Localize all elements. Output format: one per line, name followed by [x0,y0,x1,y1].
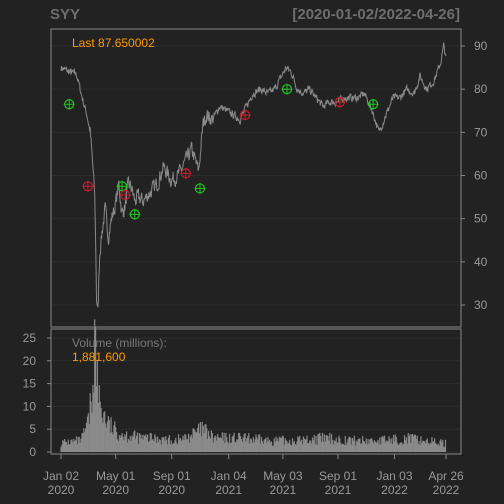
price-tick-label: 30 [474,298,488,312]
x-tick-year-label: 2021 [215,483,242,497]
volume-grid [52,337,460,453]
price-tick-label: 70 [474,125,488,139]
symbol-title: SYY [50,6,80,23]
price-tick-label: 90 [474,39,488,53]
x-tick-label: May 03 [263,469,303,483]
date-range-title: [2020-01-02/2022-04-26] [292,6,460,23]
x-tick-label: Apr 26 [428,469,464,483]
volume-tick-label: 10 [23,399,37,413]
volume-tick-label: 15 [23,377,37,391]
signal-markers [63,83,379,220]
price-line [60,42,447,308]
sell-signal-marker [119,189,131,201]
buy-signal-marker [129,208,141,220]
volume-tick-label: 25 [23,331,37,345]
x-tick-year-label: 2021 [325,483,352,497]
x-tick-label: Sep 01 [153,469,191,483]
volume-tick-label: 5 [29,422,36,436]
buy-signal-marker [63,98,75,110]
volume-y-axis: 0 5 10 15 20 25 [23,331,51,459]
volume-tick-label: 20 [23,354,37,368]
price-panel-frame [50,28,462,328]
x-tick-year-label: 2020 [158,483,185,497]
x-tick-year-label: 2021 [270,483,297,497]
sell-signal-marker [180,167,192,179]
x-tick-label: Jan 02 [43,469,79,483]
price-tick-label: 80 [474,82,488,96]
volume-label: Volume (millions): [72,336,167,350]
buy-signal-marker [194,182,206,194]
volume-tick-label: 0 [29,445,36,459]
price-tick-label: 60 [474,169,488,183]
volume-value: 1,881,600 [72,350,126,364]
x-tick-year-label: 2020 [102,483,129,497]
x-tick-label: Jan 04 [211,469,247,483]
x-tick-year-label: 2020 [48,483,75,497]
price-tick-label: 40 [474,255,488,269]
sell-signal-marker [82,180,94,192]
sell-signal-marker [239,109,251,121]
last-price-label: Last 87.650002 [72,36,155,50]
price-y-axis: 30 40 50 60 70 80 90 [461,39,488,312]
buy-signal-marker [367,98,379,110]
volume-panel-frame [50,328,462,455]
x-tick-year-label: 2022 [433,483,460,497]
volume-bars [60,319,447,452]
price-tick-label: 50 [474,212,488,226]
x-tick-label: May 01 [96,469,136,483]
buy-signal-marker [281,83,293,95]
x-tick-year-label: 2022 [381,483,408,497]
x-tick-label: Jan 03 [376,469,412,483]
x-tick-label: Sep 01 [319,469,357,483]
sell-signal-marker [334,96,346,108]
buy-signal-marker [116,180,128,192]
